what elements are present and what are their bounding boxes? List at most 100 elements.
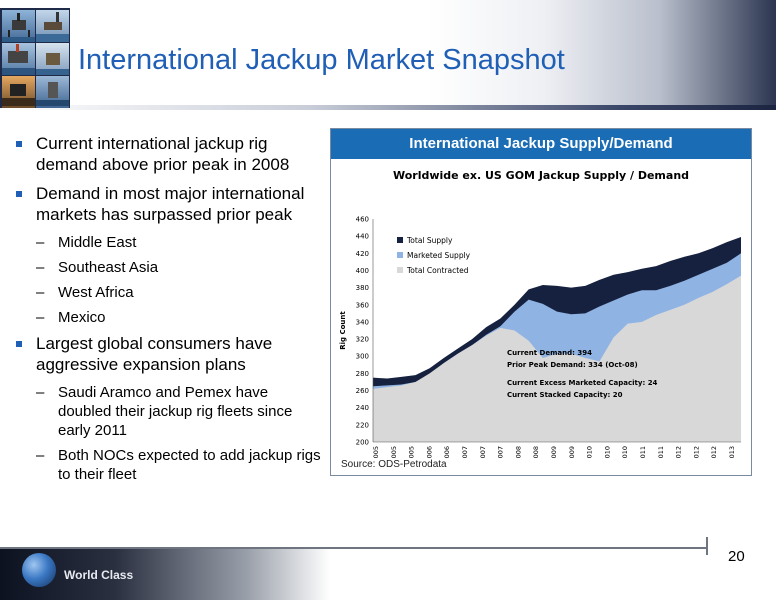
x-tick-label: Oct 2008: [532, 446, 540, 459]
legend-label-1: Marketed Supply: [407, 251, 471, 260]
x-tick-label: Nov 2010: [621, 446, 629, 459]
sub-bullet-item: – Both NOCs expected to add jackup rigs t…: [14, 446, 324, 484]
rig-image-4: [36, 53, 69, 75]
y-tick-label: 280: [356, 370, 369, 378]
bullet-dash-icon: –: [36, 259, 45, 276]
bullet-dash-icon: –: [36, 384, 45, 401]
x-tick-label: Mar 2009: [550, 446, 558, 459]
legend-swatch-0: [397, 237, 403, 243]
x-tick-label: Dec 2007: [497, 446, 505, 459]
chart-annotation: Prior Peak Demand: 334 (Oct-08): [507, 361, 638, 369]
rig-photo-6: [36, 76, 69, 108]
x-tick-label: Jun 2005: [390, 446, 398, 459]
brand-tagline: World Class: [64, 568, 134, 582]
globe-logo-icon: [22, 553, 56, 587]
x-tick-label: Jul 2012: [692, 446, 700, 459]
bullet-item: Largest global consumers have aggressive…: [14, 333, 324, 375]
bullet-text: Current international jackup rig demand …: [36, 134, 290, 174]
y-tick-label: 220: [356, 421, 369, 429]
y-tick-label: 300: [356, 353, 369, 361]
bullet-text: Demand in most major international marke…: [36, 184, 305, 224]
rig-photo-2: [36, 10, 69, 42]
x-tick-label: Sep 2006: [443, 446, 451, 459]
bullet-text: Both NOCs expected to add jackup rigs to…: [58, 447, 321, 483]
legend-label-0: Total Supply: [406, 236, 453, 245]
rig-photo-4: [36, 43, 69, 75]
y-axis-label: Rig Count: [339, 311, 347, 350]
bullet-item: Demand in most major international marke…: [14, 183, 324, 225]
x-tick-label: Jan 2005: [372, 446, 380, 459]
chart-title: Worldwide ex. US GOM Jackup Supply / Dem…: [393, 169, 689, 182]
x-tick-label: Apr 2011: [639, 446, 647, 459]
x-tick-label: May 2008: [514, 446, 522, 459]
sub-bullet-item: – Saudi Aramco and Pemex have doubled the…: [14, 383, 324, 440]
chart-source: Source: ODS-Petrodata: [341, 459, 447, 470]
x-tick-label: Feb 2007: [461, 446, 469, 459]
legend-swatch-1: [397, 252, 403, 258]
header-divider: [0, 105, 776, 110]
bullet-dash-icon: –: [36, 309, 45, 326]
bullet-dash-icon: –: [36, 447, 45, 464]
y-tick-label: 240: [356, 404, 369, 412]
footer-divider-tick: [706, 537, 708, 555]
y-tick-label: 200: [356, 439, 369, 447]
sub-bullet-item: – West Africa: [14, 283, 324, 302]
slide-title: International Jackup Market Snapshot: [78, 44, 565, 76]
bullet-text: West Africa: [58, 284, 134, 301]
x-tick-label: Jun 2010: [603, 446, 611, 459]
x-tick-label: Jan 2010: [586, 446, 594, 459]
y-tick-label: 400: [356, 267, 369, 275]
series-area-2: [373, 275, 741, 442]
bullet-text: Middle East: [58, 234, 137, 251]
slide-header: [0, 0, 776, 108]
bullet-text: Saudi Aramco and Pemex have doubled thei…: [58, 384, 293, 439]
bullet-list: Current international jackup rig demand …: [14, 133, 324, 490]
rig-image-5: [2, 84, 35, 106]
rig-image-3: [2, 44, 35, 75]
chart-annotation: Current Demand: 394: [507, 349, 592, 357]
bullet-square-icon: [16, 341, 22, 347]
bullet-square-icon: [16, 191, 22, 197]
supply-demand-chart: Worldwide ex. US GOM Jackup Supply / Dem…: [339, 169, 741, 459]
x-tick-label: Apr 2006: [425, 446, 433, 459]
x-tick-label: Dec 2012: [710, 446, 718, 459]
legend-label-2: Total Contracted: [406, 266, 469, 275]
x-tick-label: Feb 2012: [675, 446, 683, 459]
bullet-item: Current international jackup rig demand …: [14, 133, 324, 175]
chart-panel: International Jackup Supply/Demand World…: [330, 128, 752, 476]
x-tick-label: Nov 2005: [408, 446, 416, 459]
page-number: 20: [728, 548, 745, 565]
chart-panel-header: International Jackup Supply/Demand: [331, 129, 751, 159]
y-tick-label: 360: [356, 301, 369, 309]
chart-annotation: Current Stacked Capacity: 20: [507, 391, 623, 399]
y-tick-label: 340: [356, 318, 369, 326]
bullet-dash-icon: –: [36, 234, 45, 251]
x-tick-label: Sep 2011: [657, 446, 665, 459]
x-tick-label: May 2013: [728, 446, 736, 459]
sub-bullet-item: – Mexico: [14, 308, 324, 327]
legend-swatch-2: [397, 267, 403, 273]
x-tick-label: Jul 2007: [479, 446, 487, 459]
y-tick-label: 260: [356, 387, 369, 395]
legend-box: [393, 231, 489, 281]
rig-photo-1: [2, 10, 35, 42]
sub-bullet-item: – Southeast Asia: [14, 258, 324, 277]
y-tick-label: 420: [356, 250, 369, 258]
bullet-text: Mexico: [58, 309, 106, 326]
bullet-text: Southeast Asia: [58, 259, 159, 276]
bullet-text: Largest global consumers have aggressive…: [36, 334, 273, 374]
rig-image-2: [36, 12, 69, 42]
y-tick-label: 460: [356, 216, 369, 224]
y-tick-label: 320: [356, 336, 369, 344]
y-tick-label: 440: [356, 233, 369, 241]
y-tick-label: 380: [356, 284, 369, 292]
bullet-square-icon: [16, 141, 22, 147]
bullet-dash-icon: –: [36, 284, 45, 301]
x-tick-label: Aug 2009: [568, 446, 576, 459]
footer-divider: [0, 547, 706, 549]
rig-image-6: [36, 82, 69, 106]
sub-bullet-item: – Middle East: [14, 233, 324, 252]
rig-photo-5: [2, 76, 35, 108]
rig-photo-3: [2, 43, 35, 75]
offshore-rig-photo-collage: [0, 8, 70, 108]
